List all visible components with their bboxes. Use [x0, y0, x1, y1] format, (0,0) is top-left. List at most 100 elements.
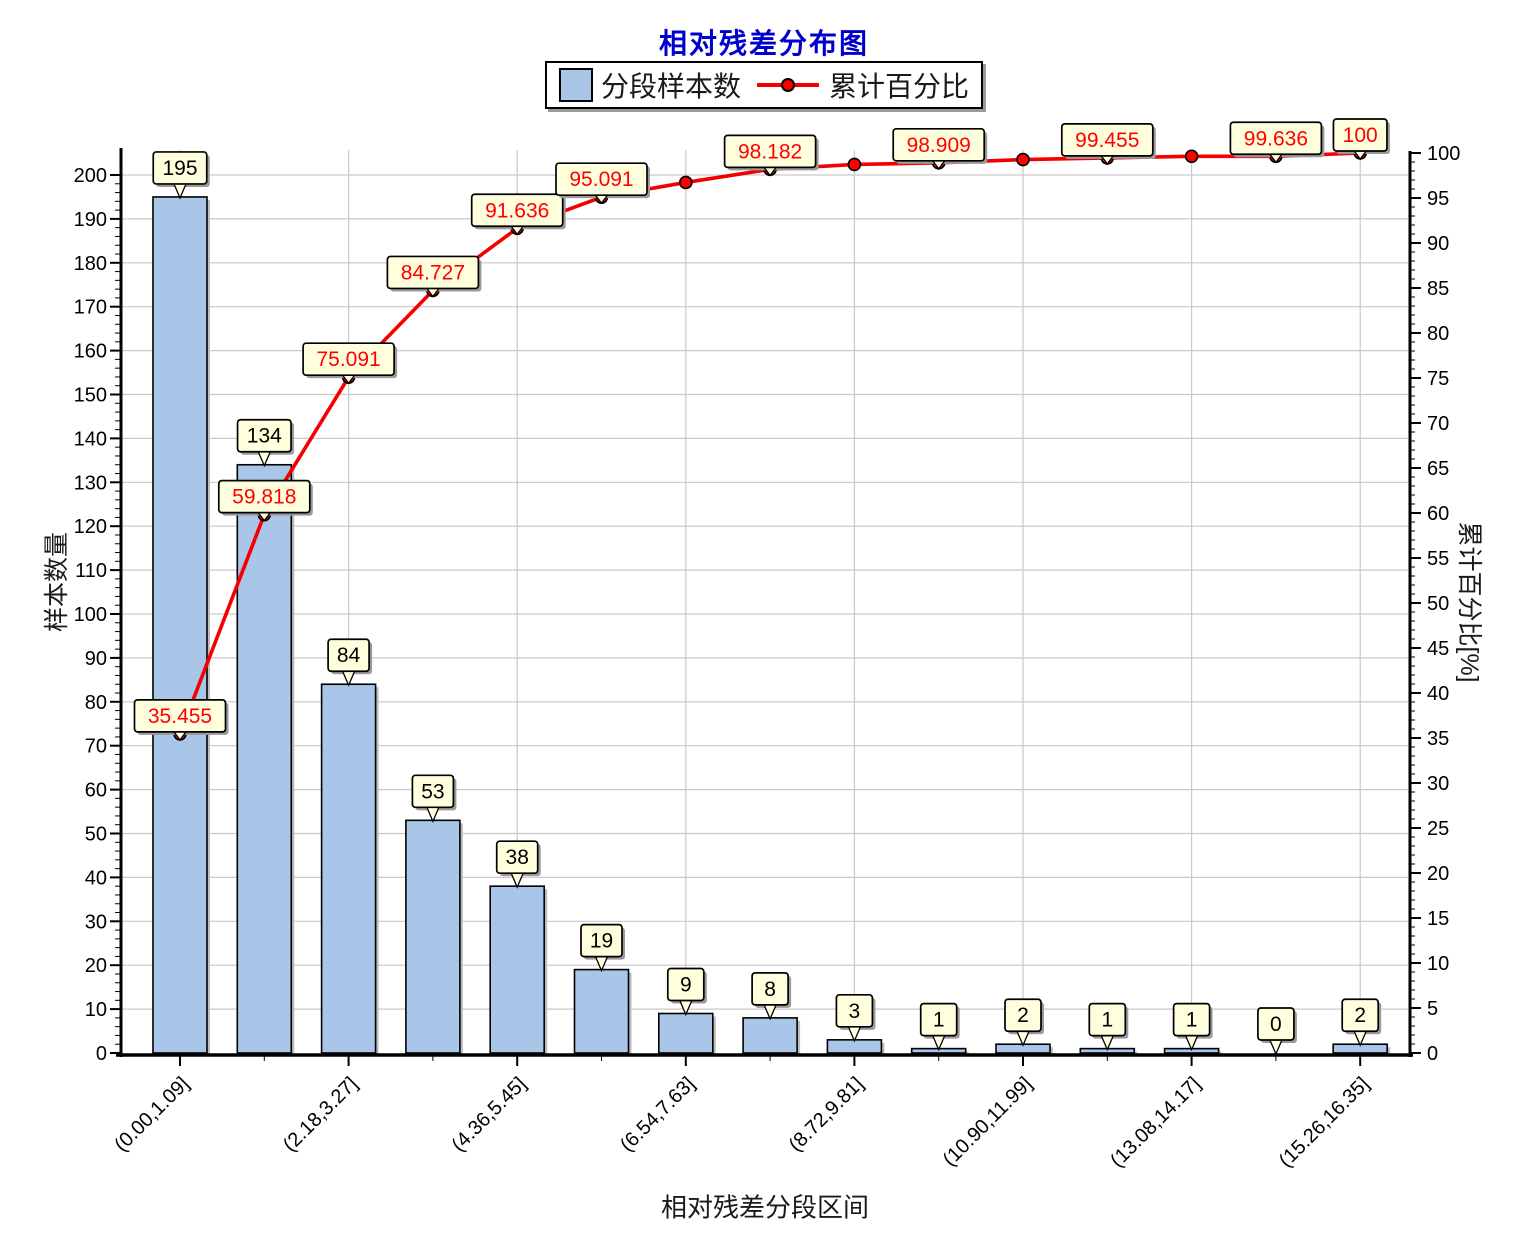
bar-value-label-1-pointer — [257, 451, 272, 468]
bar-2 — [320, 683, 377, 1054]
bar-value-label-5-box — [580, 923, 623, 958]
cum-pct-label-3-box — [386, 255, 480, 290]
cum-pct-label-1: 59.818 — [232, 486, 296, 509]
bar-value-label-8: 3 — [849, 1000, 861, 1023]
left-tick-label: 0 — [96, 1043, 107, 1065]
bar-value-label-2: 84 — [337, 644, 361, 667]
x-tick-label: (15.26,16.35] — [1275, 1073, 1374, 1172]
right-tick-label: 90 — [1427, 233, 1449, 255]
right-tick-label: 45 — [1427, 638, 1449, 660]
bar-6 — [657, 1012, 714, 1054]
cum-pct-label-4: 91.636 — [485, 199, 549, 222]
left-tick-label: 60 — [85, 780, 107, 802]
right-axis-title: 累计百分比[%] — [1455, 521, 1483, 683]
bar-value-label-13-pointer — [1268, 1039, 1283, 1056]
bar-value-label-9-pointer — [931, 1034, 946, 1052]
bar-value-label-7-box — [751, 972, 789, 1006]
bar-value-label-12: 1 — [1186, 1009, 1198, 1032]
bar-value-label-3-box — [411, 774, 455, 809]
x-tick-label: (4.36,5.45] — [448, 1073, 531, 1156]
legend-line-dot-icon — [781, 78, 795, 92]
left-tick-label: 160 — [74, 341, 107, 363]
left-axis-title: 样本数量 — [43, 531, 71, 633]
bar-value-label-0: 195 — [162, 157, 197, 180]
right-tick-label: 50 — [1427, 593, 1449, 615]
cum-pct-label-0-box — [133, 699, 227, 733]
left-tick-label: 140 — [74, 428, 107, 450]
left-tick-label: 150 — [74, 385, 107, 407]
right-tick-label: 30 — [1427, 773, 1449, 795]
cum-pct-label-9: 98.909 — [907, 134, 971, 157]
bar-4 — [489, 885, 546, 1054]
bar-value-label-11-box — [1088, 1002, 1127, 1037]
bar-value-label-6-pointer — [678, 999, 693, 1017]
cum-pct-label-2-box — [302, 342, 395, 377]
cum-pct-label-0: 35.455 — [148, 705, 212, 728]
bar-value-label-9: 1 — [933, 1009, 945, 1032]
bar-value-label-1-box — [236, 418, 292, 453]
left-tick-label: 200 — [74, 165, 107, 187]
legend: 分段样本数 累计百分比 — [544, 61, 984, 109]
right-tick-label: 55 — [1427, 548, 1449, 570]
bar-value-label-12-pointer — [1184, 1034, 1199, 1052]
right-tick-label: 95 — [1427, 188, 1449, 210]
bar-value-label-9-box — [919, 1002, 958, 1037]
left-tick-label: 90 — [85, 648, 107, 670]
legend-line-label: 累计百分比 — [829, 71, 970, 102]
cum-pct-label-3: 84.727 — [401, 261, 465, 284]
x-tick-label: (2.18,3.27] — [279, 1073, 362, 1156]
bar-value-label-13: 0 — [1270, 1013, 1282, 1036]
bar-value-label-14-box — [1341, 998, 1380, 1033]
bar-3 — [405, 819, 461, 1054]
bar-value-label-2-pointer — [341, 670, 356, 687]
bar-value-label-2-box — [327, 638, 370, 673]
right-tick-label: 80 — [1427, 323, 1449, 345]
right-tick-label: 20 — [1427, 863, 1449, 885]
cumulative-point-12 — [1184, 149, 1199, 164]
cum-pct-label-11-box — [1060, 123, 1154, 157]
x-tick-label: (13.08,14.17] — [1106, 1073, 1205, 1172]
left-tick-label: 70 — [85, 736, 107, 758]
left-tick-label: 130 — [74, 472, 107, 494]
x-axis-title: 相对残差分段区间 — [660, 1192, 870, 1223]
right-tick-label: 0 — [1427, 1043, 1438, 1065]
right-tick-label: 25 — [1427, 818, 1449, 840]
bar-value-label-8-pointer — [847, 1026, 862, 1043]
bar-value-label-0-box — [152, 151, 208, 185]
bar-value-label-12-box — [1172, 1002, 1211, 1037]
cum-pct-label-13-box — [1229, 121, 1323, 156]
right-tick-label: 75 — [1427, 368, 1449, 390]
bar-value-label-11: 1 — [1101, 1009, 1113, 1032]
right-tick-label: 70 — [1427, 413, 1449, 435]
left-tick-label: 190 — [74, 209, 107, 231]
bar-7 — [742, 1017, 798, 1054]
cum-pct-label-14: 100 — [1343, 124, 1378, 147]
right-tick-label: 35 — [1427, 728, 1449, 750]
left-tick-label: 180 — [74, 253, 107, 275]
right-tick-label: 5 — [1427, 998, 1438, 1020]
cum-pct-label-5-box — [555, 162, 648, 197]
left-tick-label: 30 — [85, 911, 107, 933]
bar-value-label-11-pointer — [1100, 1034, 1115, 1052]
left-tick-label: 20 — [85, 955, 107, 977]
bar-5 — [573, 968, 630, 1054]
bar-value-label-14-pointer — [1353, 1030, 1368, 1047]
bar-value-label-3-pointer — [425, 806, 440, 823]
left-tick-label: 120 — [74, 516, 107, 538]
bar-value-label-6: 9 — [680, 973, 692, 996]
bar-value-label-7-pointer — [763, 1004, 778, 1021]
right-tick-label: 15 — [1427, 908, 1449, 930]
cumulative-point-10 — [1016, 152, 1030, 167]
bar-value-label-6-box — [666, 967, 705, 1002]
cum-pct-label-14-box — [1332, 118, 1388, 152]
right-tick-label: 65 — [1427, 458, 1449, 480]
bar-value-label-4-box — [495, 840, 539, 875]
bar-value-label-3: 53 — [421, 780, 444, 803]
left-tick-label: 80 — [85, 692, 107, 714]
cum-pct-label-7-box — [723, 134, 817, 169]
right-tick-label: 60 — [1427, 503, 1449, 525]
bar-value-label-14: 2 — [1354, 1004, 1366, 1027]
legend-bar-label: 分段样本数 — [600, 71, 741, 102]
x-tick-label: (10.90,11.99] — [939, 1073, 1037, 1171]
page-title: 相对残差分布图 — [658, 28, 869, 59]
